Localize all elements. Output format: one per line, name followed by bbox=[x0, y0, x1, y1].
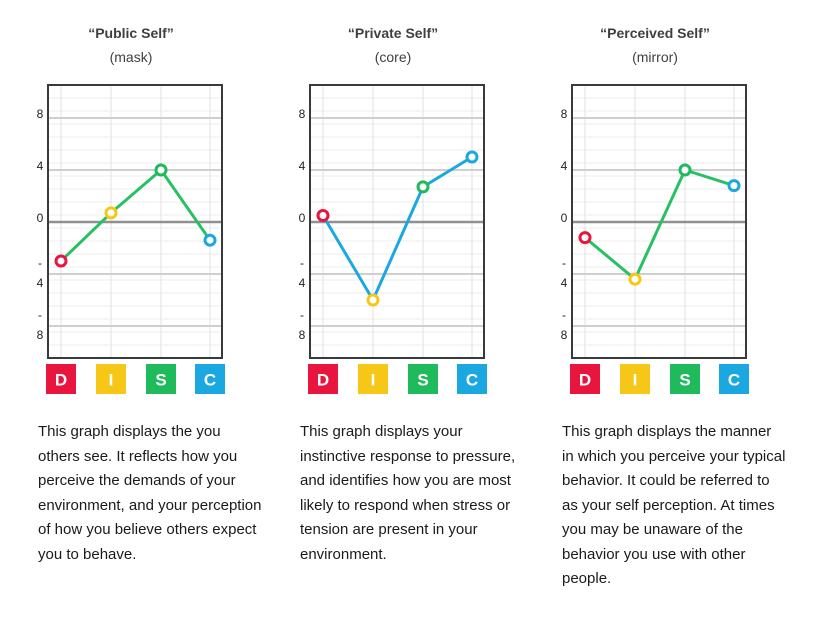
y-tick-label: 4 bbox=[37, 276, 44, 290]
y-tick-label-sign: - bbox=[38, 308, 42, 322]
category-label-i: I bbox=[633, 371, 638, 390]
y-tick-label-sign: - bbox=[300, 308, 304, 322]
chart-title: “Public Self” bbox=[88, 25, 174, 41]
data-point-i bbox=[104, 206, 118, 220]
y-tick-label: 8 bbox=[37, 107, 44, 121]
y-tick-label: 0 bbox=[561, 211, 568, 225]
plot-area bbox=[47, 84, 223, 359]
y-tick-label: 4 bbox=[561, 159, 568, 173]
y-tick-label: 8 bbox=[37, 328, 44, 342]
category-label-c: C bbox=[728, 371, 740, 390]
disc-line-chart: 8 4 0 - 4 - 8 D I S C bbox=[37, 84, 225, 394]
category-badge-c bbox=[457, 364, 487, 394]
data-point-s bbox=[154, 163, 168, 177]
chart-panel-perceived-self: “Perceived Self” (mirror) 8 4 0 - 4 - 8 D I S C Th… bbox=[524, 0, 786, 619]
category-badge-i bbox=[96, 364, 126, 394]
y-tick-label-sign: - bbox=[38, 256, 42, 270]
data-point-i bbox=[628, 272, 642, 286]
data-point-s bbox=[416, 180, 430, 194]
chart-title: “Perceived Self” bbox=[600, 25, 710, 41]
category-badge-c bbox=[719, 364, 749, 394]
y-tick-label: 4 bbox=[561, 276, 568, 290]
category-label-d: D bbox=[579, 371, 591, 390]
category-badge-s bbox=[670, 364, 700, 394]
y-tick-label: 8 bbox=[561, 328, 568, 342]
y-tick-label: 8 bbox=[561, 107, 568, 121]
plot-area bbox=[571, 84, 747, 359]
data-point-c bbox=[465, 150, 479, 164]
category-badge-s bbox=[408, 364, 438, 394]
category-label-s: S bbox=[679, 371, 690, 390]
data-point-i bbox=[366, 293, 380, 307]
data-point-d bbox=[578, 231, 592, 245]
y-tick-label: 4 bbox=[299, 159, 306, 173]
category-label-s: S bbox=[155, 371, 166, 390]
category-label-s: S bbox=[417, 371, 428, 390]
category-badge-i bbox=[358, 364, 388, 394]
series-line bbox=[583, 168, 736, 281]
series-line bbox=[321, 155, 474, 302]
data-point-d bbox=[54, 254, 68, 268]
data-point-c bbox=[203, 233, 217, 247]
chart-description: This graph displays the you others see. … bbox=[38, 423, 262, 563]
y-tick-label-sign: - bbox=[562, 308, 566, 322]
category-badge-d bbox=[308, 364, 338, 394]
disc-line-chart: 8 4 0 - 4 - 8 D I S C bbox=[299, 84, 487, 394]
disc-line-chart: 8 4 0 - 4 - 8 D I S C bbox=[561, 84, 749, 394]
category-label-d: D bbox=[317, 371, 329, 390]
category-label-i: I bbox=[371, 371, 376, 390]
category-badge-c bbox=[195, 364, 225, 394]
chart-subtitle: (mask) bbox=[109, 49, 153, 65]
category-label-i: I bbox=[109, 371, 114, 390]
data-point-c bbox=[727, 179, 741, 193]
category-badge-d bbox=[46, 364, 76, 394]
category-label-c: C bbox=[204, 371, 216, 390]
series-line bbox=[59, 168, 212, 263]
y-tick-label: 8 bbox=[299, 107, 306, 121]
y-tick-label: 0 bbox=[37, 211, 44, 225]
y-tick-label-sign: - bbox=[300, 256, 304, 270]
plot-frame bbox=[47, 84, 223, 359]
chart-description: This graph displays the manner in which … bbox=[562, 423, 786, 587]
chart-subtitle: (mirror) bbox=[632, 49, 678, 65]
data-point-d bbox=[316, 209, 330, 222]
chart-panel-public-self: “Public Self” (mask) 8 4 0 - 4 - 8 D I S C This gr… bbox=[0, 0, 262, 619]
y-tick-label: 4 bbox=[299, 276, 306, 290]
category-badge-i bbox=[620, 364, 650, 394]
category-badge-s bbox=[146, 364, 176, 394]
chart-description: This graph displays your instinctive res… bbox=[300, 423, 516, 563]
y-tick-label: 8 bbox=[299, 328, 306, 342]
plot-frame bbox=[571, 84, 747, 359]
category-label-c: C bbox=[466, 371, 478, 390]
chart-subtitle: (core) bbox=[374, 49, 412, 65]
y-tick-label: 0 bbox=[299, 211, 306, 225]
category-badge-d bbox=[570, 364, 600, 394]
plot-area bbox=[309, 84, 485, 359]
y-tick-label: 4 bbox=[37, 159, 44, 173]
category-label-d: D bbox=[55, 371, 67, 390]
chart-title: “Private Self” bbox=[347, 25, 439, 41]
plot-frame bbox=[309, 84, 485, 359]
data-point-s bbox=[678, 163, 692, 177]
y-tick-label-sign: - bbox=[562, 256, 566, 270]
chart-panel-private-self: “Private Self” (core) 8 4 0 - 4 - 8 D I S C This g… bbox=[262, 0, 524, 619]
